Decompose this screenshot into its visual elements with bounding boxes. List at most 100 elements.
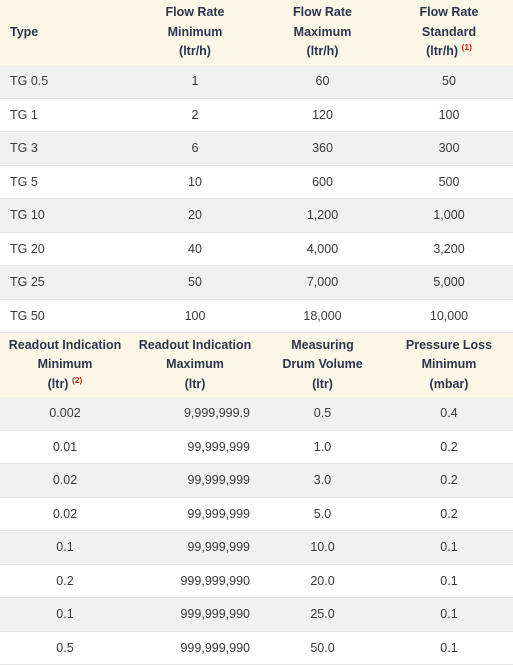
table-cell: 99,999,999	[130, 430, 260, 464]
header-text: (ltr/h)	[426, 44, 459, 59]
header-line: Standard	[421, 24, 477, 39]
header-line: Flow Rate	[292, 5, 353, 20]
table-cell: TG 10	[0, 198, 130, 233]
table-cell: 0.2	[0, 564, 130, 598]
table-cell: 0.1	[0, 530, 130, 565]
table-cell: TG 5	[0, 165, 130, 199]
table-cell: 0.5	[0, 631, 130, 665]
header-readout-maximum: Readout Indication Maximum (ltr)	[130, 333, 260, 397]
header-line: Maximum	[166, 357, 224, 372]
table-cell: 999,999,990	[130, 631, 260, 665]
table-cell: 0.1	[385, 530, 513, 565]
table-row: 0.5 999,999,990 50.0 0.1	[0, 631, 513, 665]
readout-header-row: Readout Indication Minimum (ltr) (2) Rea…	[0, 333, 513, 397]
table-row: 0.2 999,999,990 20.0 0.1	[0, 564, 513, 598]
table-row: TG 25 50 7,000 5,000	[0, 265, 513, 300]
header-flow-rate-maximum: Flow Rate Maximum (ltr/h)	[260, 0, 385, 65]
header-line: (ltr/h)	[306, 44, 339, 59]
table-cell: 6	[130, 131, 260, 166]
table-cell: 2	[130, 98, 260, 132]
table-cell: 7,000	[260, 265, 385, 300]
table-cell: 999,999,990	[130, 597, 260, 632]
table-row: TG 50 100 18,000 10,000	[0, 299, 513, 333]
header-line: Measuring	[291, 337, 354, 352]
table-cell: 0.2	[385, 497, 513, 531]
table-cell: 360	[260, 131, 385, 166]
table-cell: TG 0.5	[0, 65, 130, 99]
table-cell: 5,000	[385, 265, 513, 300]
header-readout-minimum: Readout Indication Minimum (ltr) (2)	[0, 333, 130, 397]
header-pressure-loss: Pressure Loss Minimum (mbar)	[385, 333, 513, 397]
table-row: 0.002 9,999,999.9 0.5 0.4	[0, 397, 513, 431]
table-cell: 0.4	[385, 397, 513, 431]
header-drum-volume: Measuring Drum Volume (ltr)	[260, 333, 385, 397]
table-cell: 40	[130, 232, 260, 266]
table-cell: 20.0	[260, 564, 385, 598]
table-cell: 0.1	[0, 597, 130, 632]
header-line: Minimum	[37, 357, 93, 372]
table-row: 0.01 99,999,999 1.0 0.2	[0, 430, 513, 464]
header-flow-rate-standard: Flow Rate Standard (ltr/h) (1)	[385, 0, 513, 65]
table-cell: 99,999,999	[130, 497, 260, 531]
footnote-marker[interactable]: (1)	[461, 42, 472, 53]
table-cell: 1.0	[260, 430, 385, 464]
table-cell: 10.0	[260, 530, 385, 565]
table-cell: 0.1	[385, 631, 513, 665]
table-cell: 0.002	[0, 397, 130, 431]
table-cell: 999,999,990	[130, 564, 260, 598]
table-cell: 0.02	[0, 497, 130, 531]
flow-rate-header-row: Type Flow Rate Minimum (ltr/h) Flow Rate…	[0, 0, 513, 65]
header-line: Drum Volume	[282, 357, 363, 372]
header-line: (ltr)	[184, 376, 206, 391]
table-cell: 0.2	[385, 430, 513, 464]
header-line: (mbar)	[429, 376, 469, 391]
table-cell: 4,000	[260, 232, 385, 266]
header-line-with-note: (ltr) (2)	[0, 375, 130, 395]
table-cell: 3.0	[260, 463, 385, 498]
table-row: 0.02 99,999,999 5.0 0.2	[0, 497, 513, 531]
header-line: Minimum	[421, 357, 477, 372]
table-cell: 100	[130, 299, 260, 333]
header-text: (ltr)	[47, 376, 69, 391]
table-cell: 120	[260, 98, 385, 132]
table-cell: 1,000	[385, 198, 513, 233]
table-cell: 0.5	[260, 397, 385, 431]
header-line: Pressure Loss	[405, 337, 493, 352]
table-cell: 50	[385, 65, 513, 99]
table-row: TG 5 10 600 500	[0, 165, 513, 199]
table-cell: 0.2	[385, 463, 513, 498]
header-line: Maximum	[293, 24, 352, 39]
header-type: Type	[0, 0, 130, 65]
flow-rate-table-body: TG 0.5 1 60 50 TG 1 2 120 100 TG 3 6 360 300 TG 5 10 6…	[0, 65, 513, 333]
table-cell: 25.0	[260, 597, 385, 632]
table-cell: 9,999,999.9	[130, 397, 260, 431]
table-row: TG 20 40 4,000 3,200	[0, 232, 513, 266]
flow-rate-table: Type Flow Rate Minimum (ltr/h) Flow Rate…	[0, 0, 513, 333]
table-cell: TG 25	[0, 265, 130, 300]
table-cell: 0.02	[0, 463, 130, 498]
table-row: TG 1 2 120 100	[0, 98, 513, 132]
table-cell: 1,200	[260, 198, 385, 233]
table-cell: 20	[130, 198, 260, 233]
header-line: (ltr/h)	[179, 44, 211, 59]
table-cell: 10	[130, 165, 260, 199]
table-row: 0.02 99,999,999 3.0 0.2	[0, 463, 513, 498]
table-cell: 3,200	[385, 232, 513, 266]
table-cell: 1	[130, 65, 260, 99]
table-cell: 60	[260, 65, 385, 99]
table-cell: 0.1	[385, 597, 513, 632]
table-cell: 99,999,999	[130, 530, 260, 565]
readout-table: Readout Indication Minimum (ltr) (2) Rea…	[0, 333, 513, 665]
table-cell: 50	[130, 265, 260, 300]
table-cell: TG 50	[0, 299, 130, 333]
header-line-with-note: (ltr/h) (1)	[385, 42, 513, 62]
table-cell: TG 1	[0, 98, 130, 132]
table-cell: 5.0	[260, 497, 385, 531]
table-cell: 600	[260, 165, 385, 199]
footnote-marker[interactable]: (2)	[71, 374, 83, 385]
table-cell: 300	[385, 131, 513, 166]
table-cell: TG 20	[0, 232, 130, 266]
table-cell: 10,000	[385, 299, 513, 333]
table-cell: 18,000	[260, 299, 385, 333]
header-line: (ltr)	[312, 376, 333, 391]
